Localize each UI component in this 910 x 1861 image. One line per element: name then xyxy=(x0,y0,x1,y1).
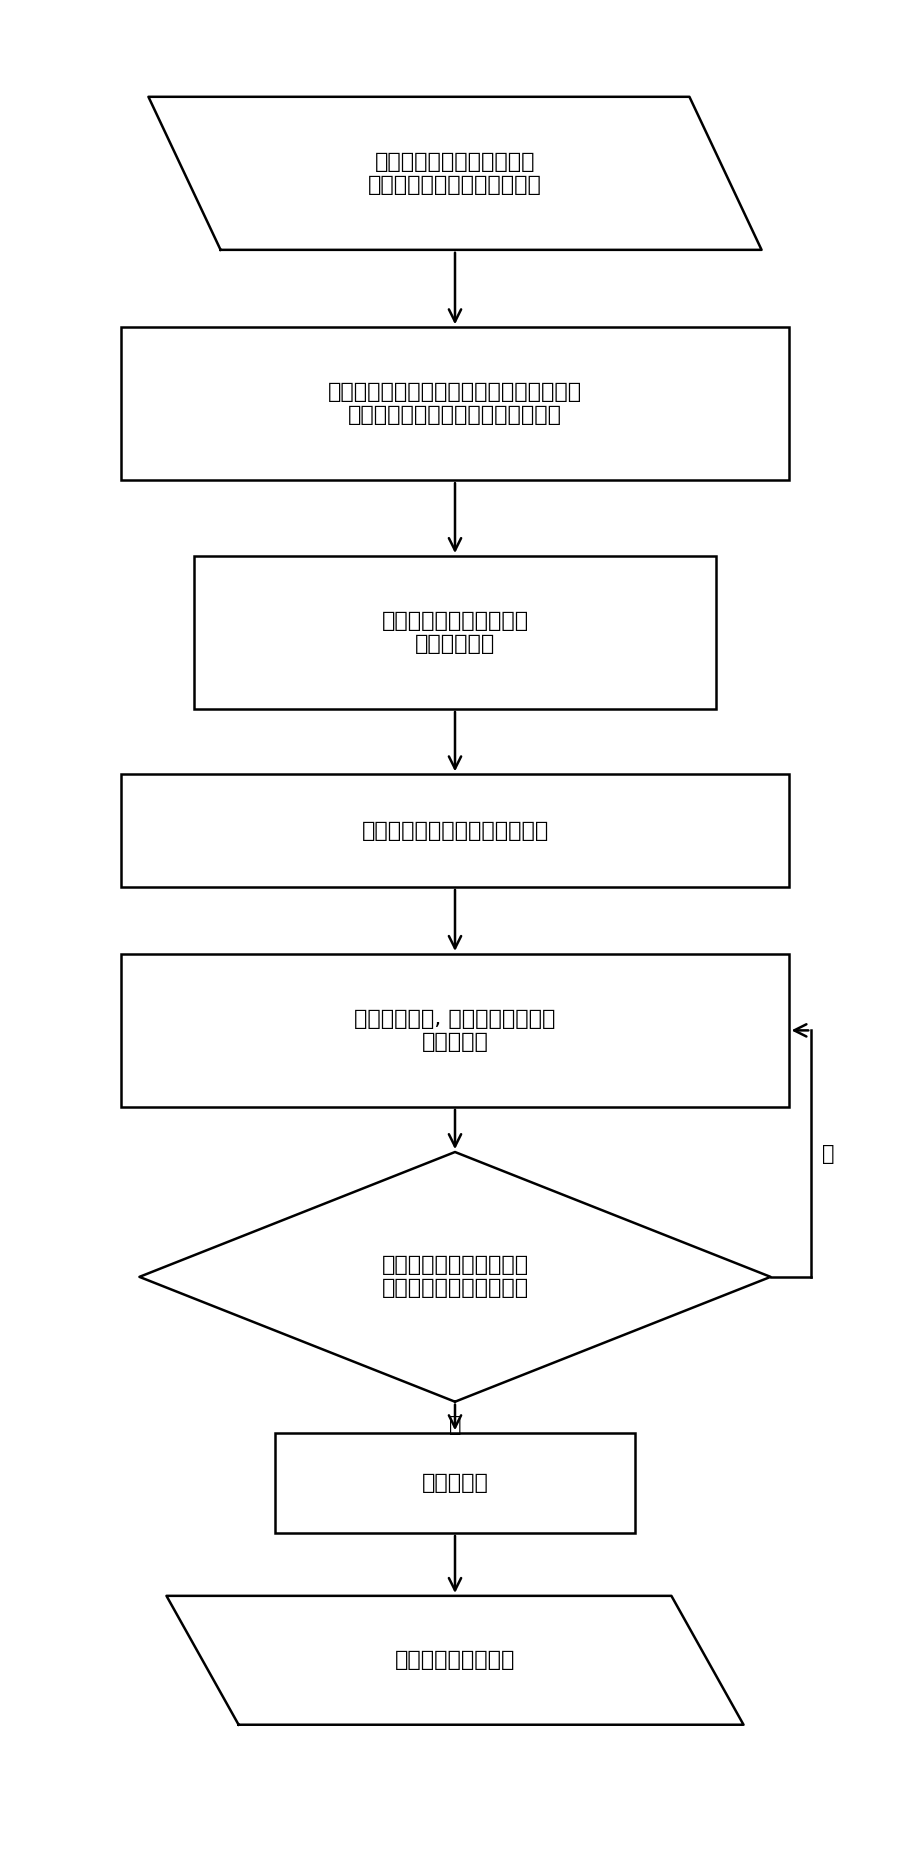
Polygon shape xyxy=(148,97,762,249)
Bar xyxy=(275,1433,635,1533)
Bar xyxy=(121,328,789,480)
Polygon shape xyxy=(139,1152,771,1401)
Text: 由左上至右下, 由右下至左上的全
局遍历搜索: 由左上至右下, 由右下至左上的全 局遍历搜索 xyxy=(354,1009,556,1051)
Text: 基于联合距离定义最短联合路径: 基于联合距离定义最短联合路径 xyxy=(361,821,549,841)
Text: 是: 是 xyxy=(449,1414,461,1435)
Text: 输出高分辨深度图像: 输出高分辨深度图像 xyxy=(395,1651,515,1671)
Text: 计算任意相邻两点间的欧氏距离分量、颜色
差异分量、梯度差异分量和边界分量: 计算任意相邻两点间的欧氏距离分量、颜色 差异分量、梯度差异分量和边界分量 xyxy=(328,382,582,426)
Text: 通过对四个分量进行加权
定义联合距离: 通过对四个分量进行加权 定义联合距离 xyxy=(381,610,529,653)
Text: 否: 否 xyxy=(822,1145,834,1163)
Bar xyxy=(121,774,789,888)
Bar xyxy=(194,556,716,709)
Text: 填充目标点: 填充目标点 xyxy=(421,1474,489,1493)
Text: 所有目标点都搜索出到其
有最短联合路径的种子点: 所有目标点都搜索出到其 有最短联合路径的种子点 xyxy=(381,1256,529,1299)
Polygon shape xyxy=(167,1597,743,1725)
Bar xyxy=(121,955,789,1107)
Text: 输入高分辨彩色图和低分辨
深度图，标记种子点与目标点: 输入高分辨彩色图和低分辨 深度图，标记种子点与目标点 xyxy=(368,153,542,195)
